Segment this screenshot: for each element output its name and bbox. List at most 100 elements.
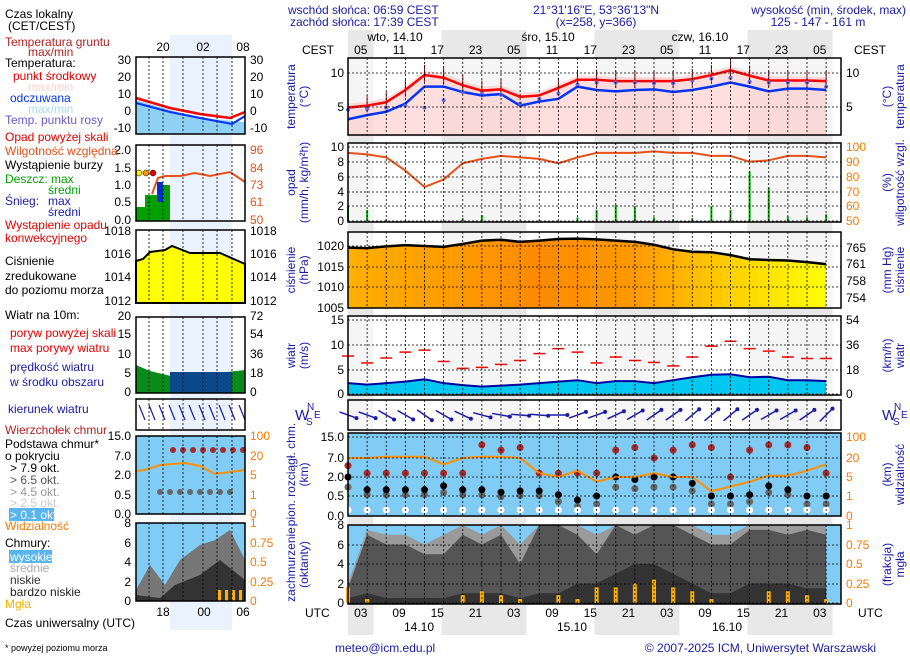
legend-tick-label: 2: [124, 575, 131, 589]
axis-unit-right: (%): [880, 173, 894, 192]
legend-humidity: Wilgotność względna: [5, 144, 118, 158]
wind-arrow: [454, 410, 472, 420]
cloud-top-dot: [688, 441, 696, 449]
wind-arrow: [530, 413, 549, 417]
legend-rain: Deszcz: max: [5, 172, 74, 186]
legend-okt-01: > 0.1 okt.: [10, 508, 60, 522]
cloud-base-65-dot: [631, 485, 639, 493]
legend-bottom-hour: 18: [156, 605, 170, 619]
feels-like-line: [347, 81, 827, 121]
hour-label-cest: 05: [660, 43, 674, 57]
legend-tick-label: 0.75: [250, 536, 274, 550]
legend-tick-label: 4: [124, 555, 131, 569]
legend-tick-label: -10: [250, 121, 268, 135]
axis-unit-left: (km): [297, 463, 311, 487]
legend-tick-label: 100: [250, 429, 270, 443]
legend-top-hour: 08: [236, 40, 250, 54]
rain-bar: [825, 214, 828, 221]
right-tick-label: 0: [846, 509, 853, 523]
left-tick-label: 0: [337, 596, 344, 610]
legend-wind-speed: prędkość wiatru: [10, 360, 94, 374]
legend-tick-label: 1012: [104, 294, 131, 308]
legend-fog-bar: [218, 590, 221, 601]
right-tick-label: 5: [846, 100, 853, 114]
dir-frame: [347, 399, 842, 431]
legend-high: wysokie: [9, 550, 53, 564]
legend-tick-label: 1: [250, 488, 257, 502]
legend-tick-label: 20: [250, 449, 264, 463]
hour-label-utc: 15: [431, 606, 445, 620]
wind-arrow: [779, 409, 797, 421]
legend-cloud-base-dot: [187, 489, 193, 495]
legend-storm-dot: [142, 169, 150, 177]
legend-tick-label: 0.0: [114, 213, 131, 227]
cloud-top-dot: [516, 444, 524, 451]
day-label-2: śro, 15.10: [521, 30, 575, 44]
legend-cloud-top-dot: [210, 447, 216, 453]
legend-fog-bar: [232, 590, 235, 601]
legend-wind-arrow: [158, 404, 166, 421]
legend-tick-label: 0: [124, 594, 131, 608]
wind-arrow: [378, 409, 395, 421]
precip-panel-bg: [348, 143, 841, 222]
left-tick-label: 10: [331, 338, 345, 352]
axis-unit-right: (°C): [880, 86, 894, 107]
wind-arrow: [703, 408, 719, 422]
legend-fog-bar: [225, 590, 228, 601]
wind-arrow: [646, 409, 662, 421]
legend-cloud-base: Podstawa chmur*: [5, 437, 99, 451]
wind-arrow-head: [754, 407, 759, 412]
left-tick-label: 1020: [317, 239, 344, 253]
hour-label-cest: 05: [354, 43, 368, 57]
cloud-top-dot: [631, 444, 639, 451]
legend-rain-mean: średni: [48, 183, 81, 197]
wind-arrow: [626, 409, 644, 421]
legend-snow: Śnieg:: [5, 193, 39, 208]
wind-arrow-head: [774, 408, 779, 413]
sunset-text: zachód słońca: 17:39 CEST: [290, 15, 439, 29]
left-tick-label: 15.0: [321, 430, 345, 444]
legend-wind-arrow: [208, 404, 216, 421]
very-low-cloud-area: [348, 564, 827, 604]
legend-tick-label: 10: [118, 87, 132, 101]
hour-label-cest: 11: [699, 43, 712, 57]
legend-tick-label: 96: [250, 143, 264, 157]
contact-email-link[interactable]: meteo@icm.edu.pl: [335, 641, 435, 655]
sunrise-text: wschód słońca: 06:59 CEST: [287, 3, 439, 17]
precip-frame: [347, 142, 842, 223]
legend-okt-45: > 4.5 okt.: [10, 485, 60, 499]
cloud-base-79-dot: [727, 492, 734, 500]
left-tick-label: 1010: [317, 280, 344, 294]
wind-arrow: [568, 411, 587, 419]
legend-tick-label: 30: [118, 53, 132, 67]
legend-local-tz: (CET/CEST): [8, 19, 75, 33]
left-tick-label: 0.5: [327, 489, 344, 503]
left-tick-label: 0: [337, 387, 344, 401]
left-tick-label: 4: [337, 557, 344, 571]
hour-label-cest: 23: [622, 43, 636, 57]
legend-footnote: * powyżej poziomu morza: [5, 643, 108, 653]
right-tick-label: 50: [846, 214, 860, 228]
axis-title-right: mgła: [893, 551, 907, 577]
legend-feels-line: [135, 102, 246, 126]
wind-arrow: [358, 411, 376, 419]
legend-tick-label: 18: [250, 366, 264, 380]
wind-arrow-head: [449, 417, 454, 422]
wind-arrow-head: [468, 416, 473, 421]
axis-unit-right: (frakcja): [880, 543, 894, 586]
legend-tick-label: 1014: [250, 270, 277, 284]
legend-gust-over: poryw powyżej skali: [10, 326, 116, 340]
legend-cb-sky: [136, 436, 245, 514]
wind-arrow: [723, 408, 738, 422]
left-tick-label: 15: [331, 313, 345, 327]
legend-ground-temp: Temperatura gruntu: [5, 35, 110, 49]
legend-okt-65: > 6.5 okt.: [10, 473, 60, 487]
legend-pressure2: zredukowane: [5, 269, 77, 283]
wind-speed-area: [348, 374, 827, 394]
cloud-base-65-dot: [440, 488, 448, 496]
dew-point-dot: [441, 98, 446, 103]
legend-frame: [135, 229, 246, 304]
hour-label-cest: 05: [507, 43, 521, 57]
left-tick-label: 10: [331, 66, 345, 80]
hour-label-utc: 03: [660, 606, 674, 620]
